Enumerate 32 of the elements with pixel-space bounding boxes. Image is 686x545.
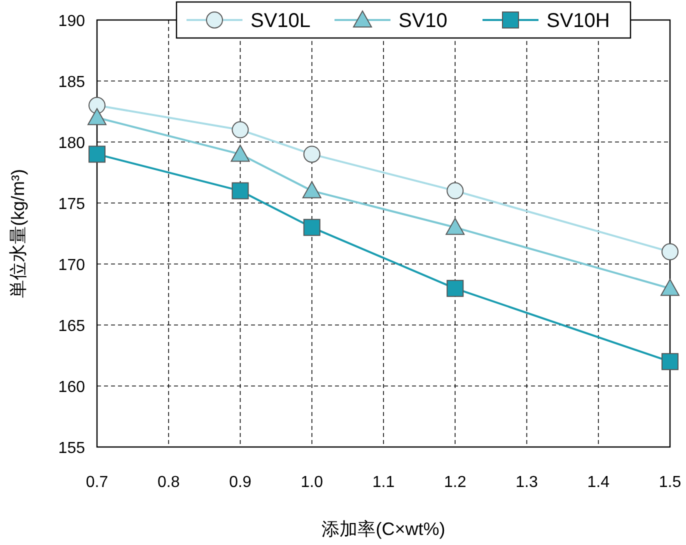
point — [660, 278, 680, 296]
x-tick-label: 1.5 — [658, 474, 682, 491]
y-tick-label: 155 — [58, 440, 86, 457]
legend-label: SV10 — [398, 10, 448, 32]
y-tick-label: 170 — [58, 257, 86, 274]
x-tick-label: 1.1 — [372, 474, 395, 491]
x-tick-label: 0.9 — [229, 474, 252, 491]
point — [232, 182, 249, 200]
x-axis-title: 添加率(C×wt%) — [322, 519, 446, 539]
x-tick-label: 0.8 — [158, 474, 180, 491]
point — [662, 353, 678, 370]
y-axis-title: 単位水量(kg/m³) — [8, 169, 28, 298]
x-tick-label: 1.3 — [516, 474, 538, 491]
y-tick-label: 160 — [58, 379, 86, 396]
y-tick-label: 175 — [58, 196, 86, 213]
y-tick-label: 165 — [58, 318, 86, 335]
x-tick-label: 1.0 — [300, 474, 324, 491]
point — [88, 108, 106, 126]
point — [230, 144, 250, 162]
point — [303, 218, 320, 236]
x-tick-label: 0.7 — [86, 474, 108, 491]
point — [302, 181, 322, 198]
x-tick-label: 1.4 — [587, 474, 610, 491]
point — [88, 146, 106, 163]
y-tick-label: 190 — [58, 13, 86, 30]
y-tick-label: 185 — [58, 74, 86, 91]
legend-label: SV10H — [546, 10, 610, 32]
point — [446, 280, 464, 297]
y-tick-label: 180 — [58, 135, 86, 152]
point — [446, 218, 465, 235]
legend-label: SV10L — [250, 10, 311, 32]
x-tick-label: 1.2 — [444, 474, 466, 491]
